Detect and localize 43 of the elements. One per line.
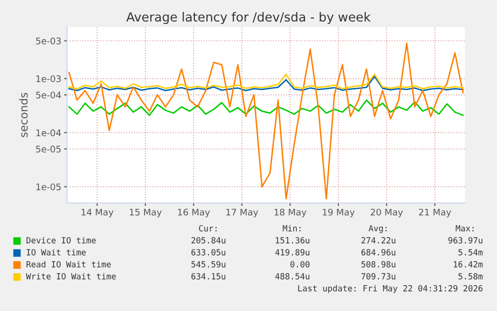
line-series <box>68 42 464 200</box>
text: 488.54u <box>275 273 310 280</box>
text: 545.59u <box>191 261 226 268</box>
x-tick-label: 20 May <box>370 208 403 218</box>
y-tick-label: 5e-03 <box>36 38 61 44</box>
y-tick-label: 1e-05 <box>36 183 61 190</box>
line-series <box>68 99 464 116</box>
y-tick-label: 1e-04 <box>36 129 61 136</box>
text: 5.58m <box>458 273 483 280</box>
text: 5.54m <box>458 249 483 256</box>
text: Max: <box>456 225 474 232</box>
x-tick-label: 17 May <box>226 208 258 218</box>
x-tick-label: 18 May <box>274 208 306 218</box>
x-tick-label: 21 May <box>419 208 452 218</box>
legend-label: Write IO Wait time <box>26 272 116 280</box>
text: 634.15u <box>191 273 226 280</box>
x-tick-label: 15 May <box>130 208 162 218</box>
text: Avg: <box>368 225 387 234</box>
text: 0.00 <box>290 261 310 268</box>
text: 151.36u <box>276 237 310 244</box>
y-tick-label: 5e-04 <box>36 92 61 98</box>
text: 963.97u <box>448 237 482 244</box>
text: 709.73u <box>361 273 396 280</box>
text: 633.05u <box>191 249 226 256</box>
chart-title: Average latency for /dev/sda - by week <box>126 12 371 24</box>
text: 205.84u <box>192 237 226 244</box>
y-axis-title: seconds <box>19 92 28 138</box>
text: Last update: Fri May 22 04:31:29 2026 <box>298 284 482 294</box>
x-tick-label: 16 May <box>178 208 210 218</box>
text: Cur: <box>199 225 217 232</box>
text: 419.89u <box>275 249 310 256</box>
text: 684.96u <box>361 249 396 256</box>
text: 508.98u <box>361 261 396 268</box>
y-tick-label: 5e-05 <box>36 146 61 152</box>
legend-label: Read IO Wait time <box>26 260 111 268</box>
legend-label: Device IO time <box>26 236 96 244</box>
x-tick-label: 14 May <box>82 208 114 218</box>
text: 16.42m <box>454 261 483 268</box>
legend-label: IO Wait time <box>26 248 86 256</box>
text: 274.22u <box>362 237 396 244</box>
text: Min: <box>282 224 301 232</box>
y-tick-label: 1e-03 <box>36 75 61 82</box>
x-tick-label: 19 May <box>322 208 355 218</box>
